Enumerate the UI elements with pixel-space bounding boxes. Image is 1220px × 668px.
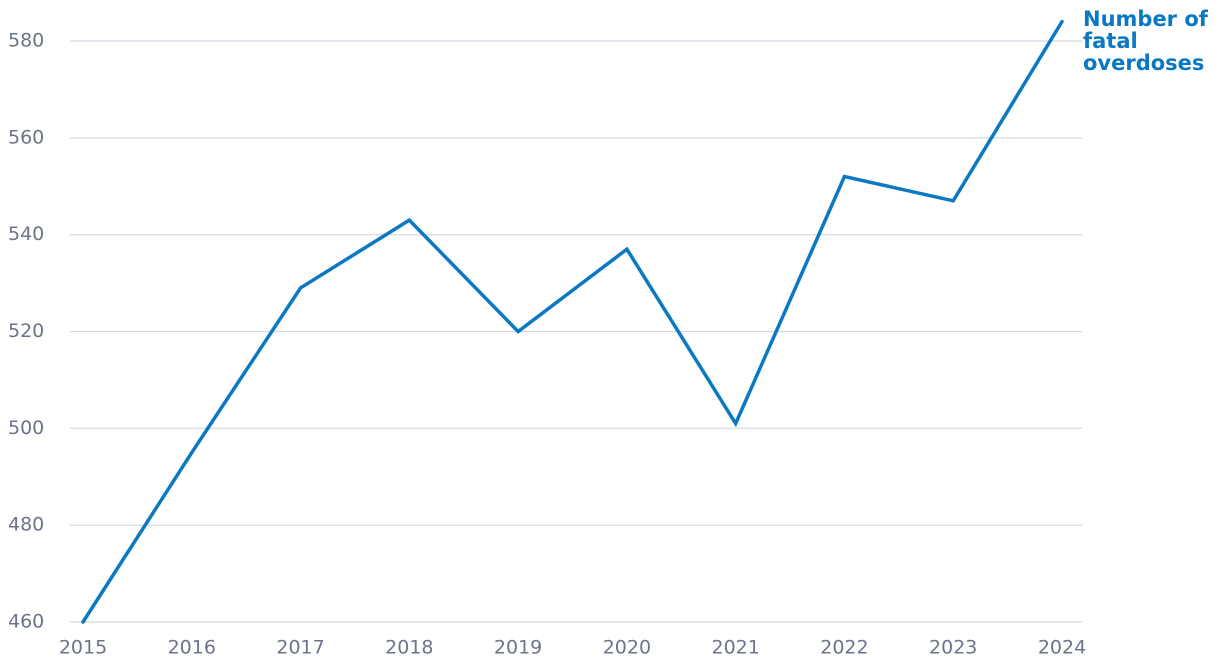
x-tick-label: 2015: [59, 637, 107, 659]
x-tick-label: 2024: [1038, 637, 1086, 659]
line: [81, 19, 1064, 624]
y-tick-label: 520: [8, 320, 44, 342]
x-tick-label: 2016: [168, 637, 216, 659]
y-tick-label: 560: [8, 126, 44, 148]
x-tick-label: 2017: [276, 637, 324, 659]
y-tick-label: 460: [8, 611, 44, 633]
y-tick-label: 480: [8, 514, 44, 536]
x-tick-label: 2021: [711, 637, 759, 659]
x-tick-label: 2023: [929, 637, 977, 659]
x-tick-label: 2020: [603, 637, 651, 659]
y-tick-label: 540: [8, 223, 44, 245]
y-tick-label: 580: [8, 30, 44, 52]
x-tick-label: 2018: [385, 637, 433, 659]
x-tick-label: 2022: [820, 637, 868, 659]
series-label: Number of fatal overdoses: [1083, 7, 1208, 75]
x-tick-label: 2019: [494, 637, 542, 659]
y-tick-label: 500: [8, 417, 44, 439]
